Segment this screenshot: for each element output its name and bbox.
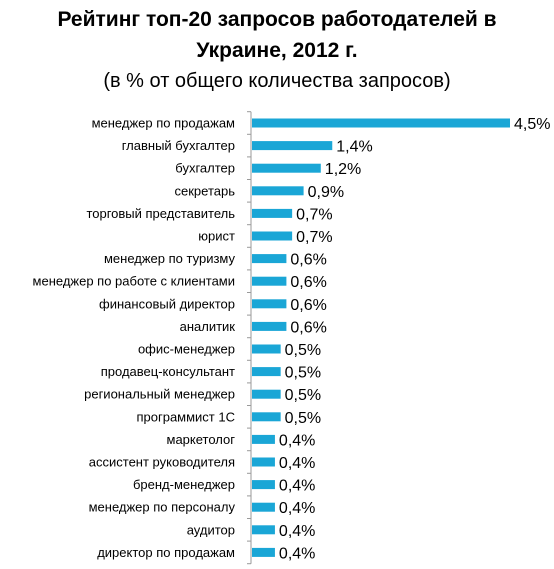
bar — [252, 344, 281, 354]
bar — [252, 525, 275, 535]
bar — [252, 457, 275, 467]
category-label: бухгалтер — [175, 161, 235, 176]
value-label: 0,5% — [285, 410, 321, 427]
category-label: главный бухгалтер — [122, 138, 235, 153]
bar — [252, 276, 287, 286]
category-label: программист 1С — [136, 409, 235, 424]
value-label: 0,4% — [279, 478, 315, 495]
value-label: 0,4% — [279, 455, 315, 472]
value-label: 0,4% — [279, 500, 315, 517]
value-label: 0,6% — [290, 319, 326, 336]
category-label: директор по продажам — [97, 545, 235, 560]
bar — [252, 254, 287, 264]
category-label: аудитор — [187, 522, 235, 537]
value-label: 0,6% — [290, 274, 326, 291]
bar — [252, 502, 275, 512]
value-label: 0,5% — [285, 342, 321, 359]
bar — [252, 231, 293, 241]
value-label: 0,9% — [308, 184, 344, 201]
chart-title-line-1: Рейтинг топ-20 запросов работодателей в — [57, 8, 497, 31]
value-label: 1,2% — [325, 161, 361, 178]
bar — [252, 412, 281, 422]
bar — [252, 434, 275, 444]
category-label: бренд-менеджер — [133, 477, 235, 492]
bar — [252, 299, 287, 309]
value-label: 0,4% — [279, 432, 315, 449]
bar — [252, 118, 510, 128]
category-label: ассистент руководителя — [89, 455, 235, 470]
value-label: 0,7% — [296, 206, 332, 223]
category-label: торговый представитель — [86, 206, 235, 221]
chart-title-line-2: Украине, 2012 г. — [196, 39, 358, 62]
value-label: 0,4% — [279, 523, 315, 540]
bar — [252, 367, 281, 377]
category-label: офис-менеджер — [138, 342, 235, 357]
category-label: менеджер по туризму — [104, 251, 236, 266]
bar — [252, 141, 333, 151]
value-label: 0,6% — [290, 252, 326, 269]
category-label: региональный менеджер — [84, 387, 235, 402]
value-label: 1,4% — [336, 139, 372, 156]
category-label: секретарь — [175, 183, 236, 198]
category-label: юрист — [198, 229, 235, 244]
bar — [252, 389, 281, 399]
category-label: менеджер по персоналу — [89, 500, 236, 515]
chart-title-block: Рейтинг топ-20 запросов работодателей в … — [0, 4, 554, 96]
category-label: продавец-консультант — [101, 364, 235, 379]
value-label: 0,5% — [285, 387, 321, 404]
value-label: 4,5% — [514, 116, 550, 133]
category-label: менеджер по продажам — [92, 116, 235, 131]
bar — [252, 208, 293, 218]
category-label: менеджер по работе с клиентами — [33, 274, 235, 289]
category-label: финансовый директор — [99, 296, 235, 311]
value-label: 0,4% — [279, 545, 315, 562]
chart-subtitle: (в % от общего количества запросов) — [103, 70, 451, 92]
bar — [252, 480, 275, 490]
value-label: 0,7% — [296, 229, 332, 246]
bar — [252, 321, 287, 331]
category-label: аналитик — [180, 319, 236, 334]
category-label: маркетолог — [167, 432, 236, 447]
bar — [252, 163, 321, 173]
bar — [252, 547, 275, 557]
value-label: 0,5% — [285, 365, 321, 382]
value-label: 0,6% — [290, 297, 326, 314]
bar — [252, 186, 304, 196]
